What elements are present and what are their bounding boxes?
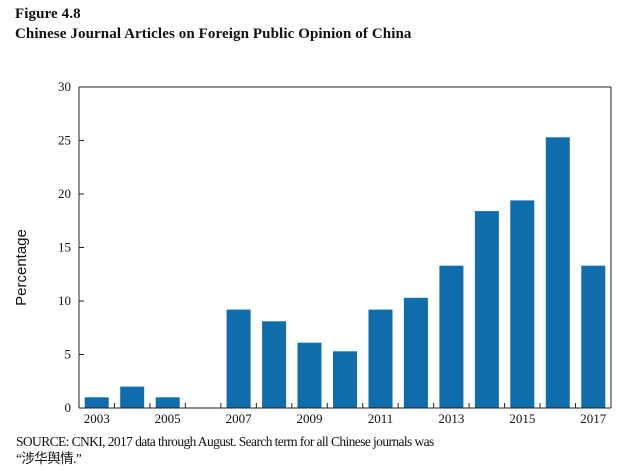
source-note: SOURCE: CNKI, 2017 data through August. … [16,433,616,467]
figure-number: Figure 4.8 [15,6,81,22]
y-tick-label-20: 20 [58,186,71,201]
y-tick-label-30: 30 [58,79,71,94]
x-tick-label-2017: 2017 [580,411,607,426]
bar-2011 [368,309,393,408]
bar-2013 [439,265,464,408]
bar-2003 [84,397,109,408]
x-tick-label-2015: 2015 [509,411,535,426]
source-line-2: “涉华舆情.” [16,451,82,466]
bars-group [84,137,606,409]
bar-2004 [120,386,145,408]
x-tick-label-2009: 2009 [297,411,323,426]
bar-2008 [262,321,287,408]
y-tick-label-0: 0 [65,400,72,415]
bar-2005 [155,397,180,408]
bar-2007 [226,309,251,408]
bar-2010 [333,351,357,408]
bar-2017 [581,265,606,408]
x-tick-label-2003: 2003 [84,411,110,426]
bar-chart: 0 5 10 15 20 25 30 2003 2005 2007 2009 2011 2013 2015… [13,79,612,426]
y-tick-label-10: 10 [58,293,71,308]
figure-title: Chinese Journal Articles on Foreign Publ… [15,26,412,42]
bar-2014 [474,211,499,408]
y-tick-label-25: 25 [58,133,71,148]
x-tick-label-2013: 2013 [438,411,464,426]
bar-2016 [545,137,570,409]
bar-2012 [403,297,428,408]
x-tick-label-2011: 2011 [368,411,394,426]
x-tick-label-2007: 2007 [226,411,253,426]
y-axis-label: Percentage [13,229,30,306]
x-tick-label-2005: 2005 [155,411,181,426]
bar-2015 [510,200,535,408]
source-line-1: SOURCE: CNKI, 2017 data through August. … [16,434,434,449]
axes-group: 0 5 10 15 20 25 30 2003 2005 2007 2009 2011 2013 2015… [58,79,612,426]
bar-2009 [297,342,322,408]
y-tick-label-15: 15 [58,240,71,255]
y-tick-label-5: 5 [65,347,72,362]
